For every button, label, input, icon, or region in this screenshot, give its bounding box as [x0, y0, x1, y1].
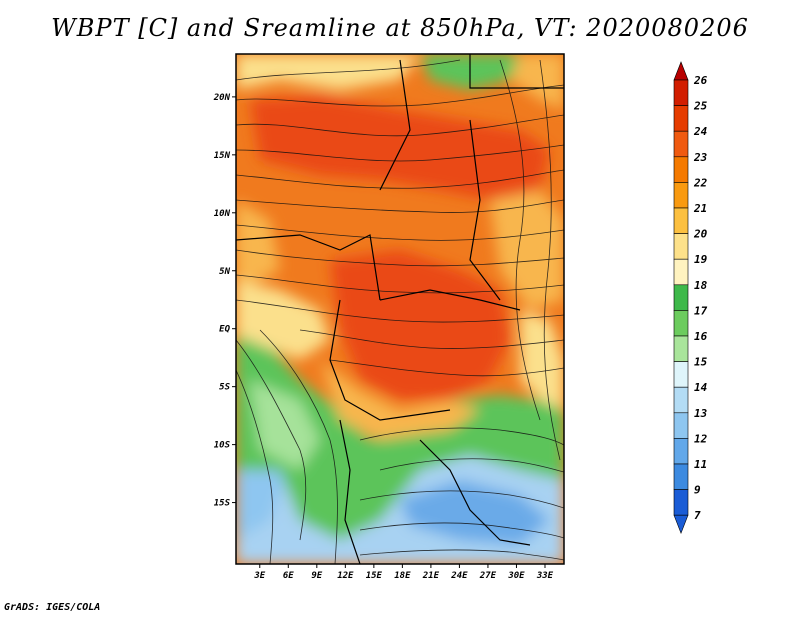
- colorbar-swatch: [673, 412, 689, 439]
- colorbar-label: 15: [694, 356, 708, 369]
- colorbar-label: 13: [694, 407, 708, 420]
- colorbar-swatch: [673, 438, 689, 465]
- colorbar-swatch: [673, 207, 689, 234]
- lon-label: 15E: [366, 571, 383, 581]
- colorbar-swatch: [673, 105, 689, 132]
- pale-region-west: [236, 280, 330, 360]
- lat-label: EQ: [219, 325, 230, 335]
- mild-region-south: [320, 360, 480, 440]
- colorbar-swatch: [673, 284, 689, 311]
- lon-label: 9E: [311, 571, 322, 581]
- colorbar-label: 16: [694, 330, 708, 343]
- lon-label: 6E: [283, 571, 294, 581]
- colorbar-top-arrow: [673, 61, 689, 81]
- mild-region-coast: [520, 310, 564, 410]
- lon-label: 3E: [253, 571, 265, 581]
- colorbar-swatch: [673, 233, 689, 260]
- footer-credit: GrADS: IGES/COLA: [4, 602, 101, 613]
- pale-region-north: [236, 54, 420, 90]
- lon-label: 21E: [422, 571, 440, 581]
- colorbar-label: 18: [694, 279, 708, 292]
- lightgreen-region: [250, 380, 320, 470]
- colorbar-swatch: [673, 310, 689, 337]
- colorbar-swatch: [673, 335, 689, 362]
- colorbar-label: 14: [694, 381, 708, 394]
- chart-title: WBPT [C] and Sreamline at 850hPa, VT: 20…: [51, 14, 749, 42]
- lon-label: 33E: [536, 571, 554, 581]
- lat-label: 10S: [214, 441, 231, 451]
- temperature-field: [236, 54, 564, 564]
- colorbar-swatch: [673, 182, 689, 209]
- lon-label: 27E: [479, 571, 497, 581]
- colorbar-bottom-arrow: [673, 514, 689, 535]
- lon-label: 12E: [337, 571, 354, 581]
- map-frame: [235, 53, 565, 565]
- pale-region-ne: [510, 54, 564, 110]
- colorbar-label: 7: [694, 509, 701, 522]
- hot-region-center: [330, 250, 510, 400]
- colorbar-label: 19: [694, 253, 708, 266]
- colorbar-label: 23: [693, 151, 708, 164]
- colorbar-swatch: [673, 463, 689, 490]
- lat-label: 5N: [219, 267, 230, 277]
- longitude-axis: 3E 6E 9E 12E 15E 18E 21E 24E 27E 30E 33E: [253, 564, 554, 581]
- streamlines: [236, 59, 564, 564]
- colorbar-label: 17: [694, 304, 708, 317]
- colorbar-label: 9: [694, 484, 701, 497]
- deep-blue-region: [400, 480, 550, 545]
- colorbar-swatch: [673, 386, 689, 414]
- lat-label: 15N: [214, 151, 231, 161]
- colorbar-label: 20: [693, 228, 708, 241]
- colorbar-swatch: [673, 79, 689, 106]
- mild-region-east: [490, 190, 564, 310]
- colorbar-label: 24: [693, 125, 708, 138]
- lat-label: 5S: [219, 383, 230, 393]
- colorbar-swatch: [673, 489, 689, 516]
- colorbar-label: 11: [694, 458, 707, 471]
- hot-region-north: [250, 95, 550, 200]
- lat-label: 15S: [214, 499, 231, 509]
- colorbar: 26 25 24 23 22 21 20 19 18 17 16 15 14 13 12 11 9 7: [673, 61, 708, 535]
- latitude-axis: 20N 15N 10N 5N EQ 5S 10S 15S: [213, 93, 236, 509]
- colorbar-label: 22: [693, 176, 708, 189]
- colorbar-swatch: [673, 156, 689, 183]
- country-borders: [236, 54, 564, 564]
- colorbar-label: 25: [693, 100, 708, 113]
- colorbar-label: 26: [693, 74, 708, 87]
- mild-region-west: [236, 200, 280, 285]
- colorbar-label: 12: [694, 432, 708, 445]
- lat-label: 10N: [214, 209, 231, 219]
- lat-label: 20N: [213, 93, 231, 103]
- lon-label: 30E: [507, 571, 525, 581]
- colorbar-swatch: [673, 130, 689, 158]
- lon-label: 24E: [450, 571, 468, 581]
- colorbar-swatch: [673, 258, 689, 286]
- colorbar-swatch: [673, 361, 689, 388]
- colorbar-label: 21: [693, 202, 707, 215]
- lon-label: 18E: [394, 571, 411, 581]
